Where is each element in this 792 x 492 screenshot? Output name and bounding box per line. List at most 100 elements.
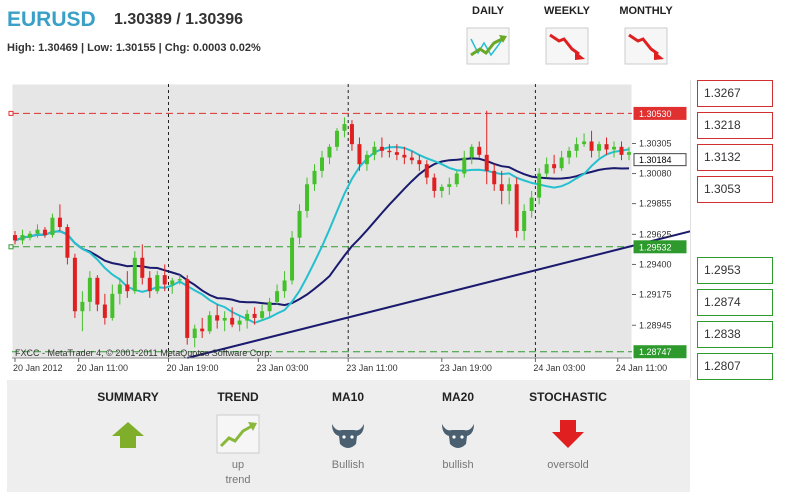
candle-body: [20, 235, 25, 241]
candle-body: [499, 184, 504, 191]
candle-body: [230, 317, 235, 325]
candle-body: [327, 146, 332, 158]
candle-body: [454, 173, 459, 185]
candle-body: [245, 313, 250, 321]
candle-body: [252, 313, 257, 318]
candle-body: [177, 279, 182, 281]
candle-body: [529, 197, 534, 211]
candle-body: [424, 164, 429, 178]
candle-body: [117, 284, 122, 294]
candle-body: [432, 177, 437, 191]
support-level: 1.2838: [697, 321, 773, 348]
current-price-badge-label: 1.30184: [639, 155, 672, 165]
summary-heading: SUMMARY: [97, 390, 159, 404]
candle-body: [13, 235, 17, 241]
candle-body: [619, 146, 624, 155]
level-marker: [8, 110, 14, 116]
candle-body: [507, 184, 512, 191]
candle-body: [589, 141, 594, 151]
candle-body: [582, 141, 587, 145]
candle-body: [402, 154, 407, 158]
ma10-line: [14, 145, 630, 324]
summary-column: SUMMARY: [73, 390, 183, 458]
trend-up-chart-icon: [216, 414, 260, 454]
candle-body: [102, 304, 107, 318]
resistance-level: 1.3267: [697, 80, 773, 107]
stochastic-column: STOCHASTIC oversold: [513, 390, 623, 473]
candle-body: [379, 146, 384, 151]
ma20-line: [14, 157, 630, 307]
current-price-badge-box: [633, 153, 687, 167]
support-level: 1.2953: [697, 257, 773, 284]
support-price-badge-box: [633, 240, 687, 254]
candle-body: [544, 164, 549, 174]
plot-area: [11, 83, 633, 359]
candle-body: [522, 210, 527, 232]
candle-body: [215, 315, 220, 321]
ma10-heading: MA10: [331, 390, 364, 404]
candle-body: [200, 328, 205, 332]
trend-heading: TREND: [217, 390, 259, 404]
level-marker: [8, 244, 14, 250]
candle-body: [305, 184, 310, 211]
support-level: 1.2807: [697, 353, 773, 380]
y-tick-label: 1.30080: [639, 169, 672, 179]
trend-down-chart-icon: [545, 27, 589, 65]
candlestick-chart: FXCC - MetaTrader 4, © 2001-2011 MetaQuo…: [8, 83, 690, 373]
candle-body: [65, 227, 70, 258]
ma20-heading: MA20: [441, 390, 474, 404]
candle-body: [612, 146, 617, 150]
symbol-title: EURUSD: [7, 8, 96, 31]
candle-body: [447, 184, 452, 187]
candle-body: [559, 157, 564, 169]
candle-body: [552, 164, 557, 169]
period-weekly[interactable]: WEEKLY: [531, 5, 603, 65]
candle-body: [290, 237, 295, 281]
x-tick-label: 24 Jan 11:00: [616, 363, 667, 373]
candle-body: [597, 144, 602, 151]
candle-body: [57, 217, 62, 228]
candle-body: [320, 157, 324, 171]
x-tick-label: 20 Jan 11:00: [77, 363, 128, 373]
trend-column: TREND up trend: [183, 390, 293, 488]
candle-body: [477, 146, 482, 155]
candle-body: [567, 150, 572, 158]
candle-body: [192, 328, 197, 338]
period-monthly[interactable]: MONTHLY: [610, 5, 682, 65]
candle-body: [514, 184, 519, 232]
candle-body: [282, 280, 287, 292]
candle-body: [409, 157, 414, 161]
candle-body: [87, 277, 92, 302]
ma20-text: bullish: [442, 459, 474, 471]
y-tick-label: 1.30305: [639, 138, 672, 148]
candle-body: [147, 277, 152, 292]
period-daily[interactable]: DAILY: [452, 5, 524, 65]
candle-body: [469, 146, 474, 158]
ma10-text: Bullish: [331, 459, 365, 471]
period-monthly-label: MONTHLY: [619, 5, 673, 17]
candle-body: [275, 291, 280, 302]
trend-down-chart-icon: [624, 27, 668, 65]
candle-body: [260, 311, 265, 318]
candle-body: [267, 301, 272, 312]
candle-body: [80, 301, 85, 312]
candle-body: [537, 173, 542, 198]
support-low-price-badge-label: 1.28747: [639, 347, 672, 357]
bull-icon: [442, 424, 474, 448]
arrow-down-icon: [552, 420, 584, 448]
ma10-column: MA10 Bullish: [293, 390, 403, 473]
period-weekly-label: WEEKLY: [543, 5, 591, 17]
x-tick-label: 20 Jan 2012: [13, 363, 63, 373]
bull-icon: [332, 424, 364, 448]
x-tick-label: 23 Jan 19:00: [440, 363, 492, 373]
candle-body: [27, 233, 32, 238]
candle-body: [132, 257, 137, 292]
candle-body: [334, 130, 339, 147]
candle-body: [394, 152, 399, 155]
candle-body: [72, 257, 77, 312]
candle-body: [297, 210, 302, 238]
candle-body: [462, 157, 467, 174]
candle-body: [387, 150, 392, 153]
price-chart: FXCC - MetaTrader 4, © 2001-2011 MetaQuo…: [7, 80, 691, 378]
candle-body: [492, 170, 497, 185]
